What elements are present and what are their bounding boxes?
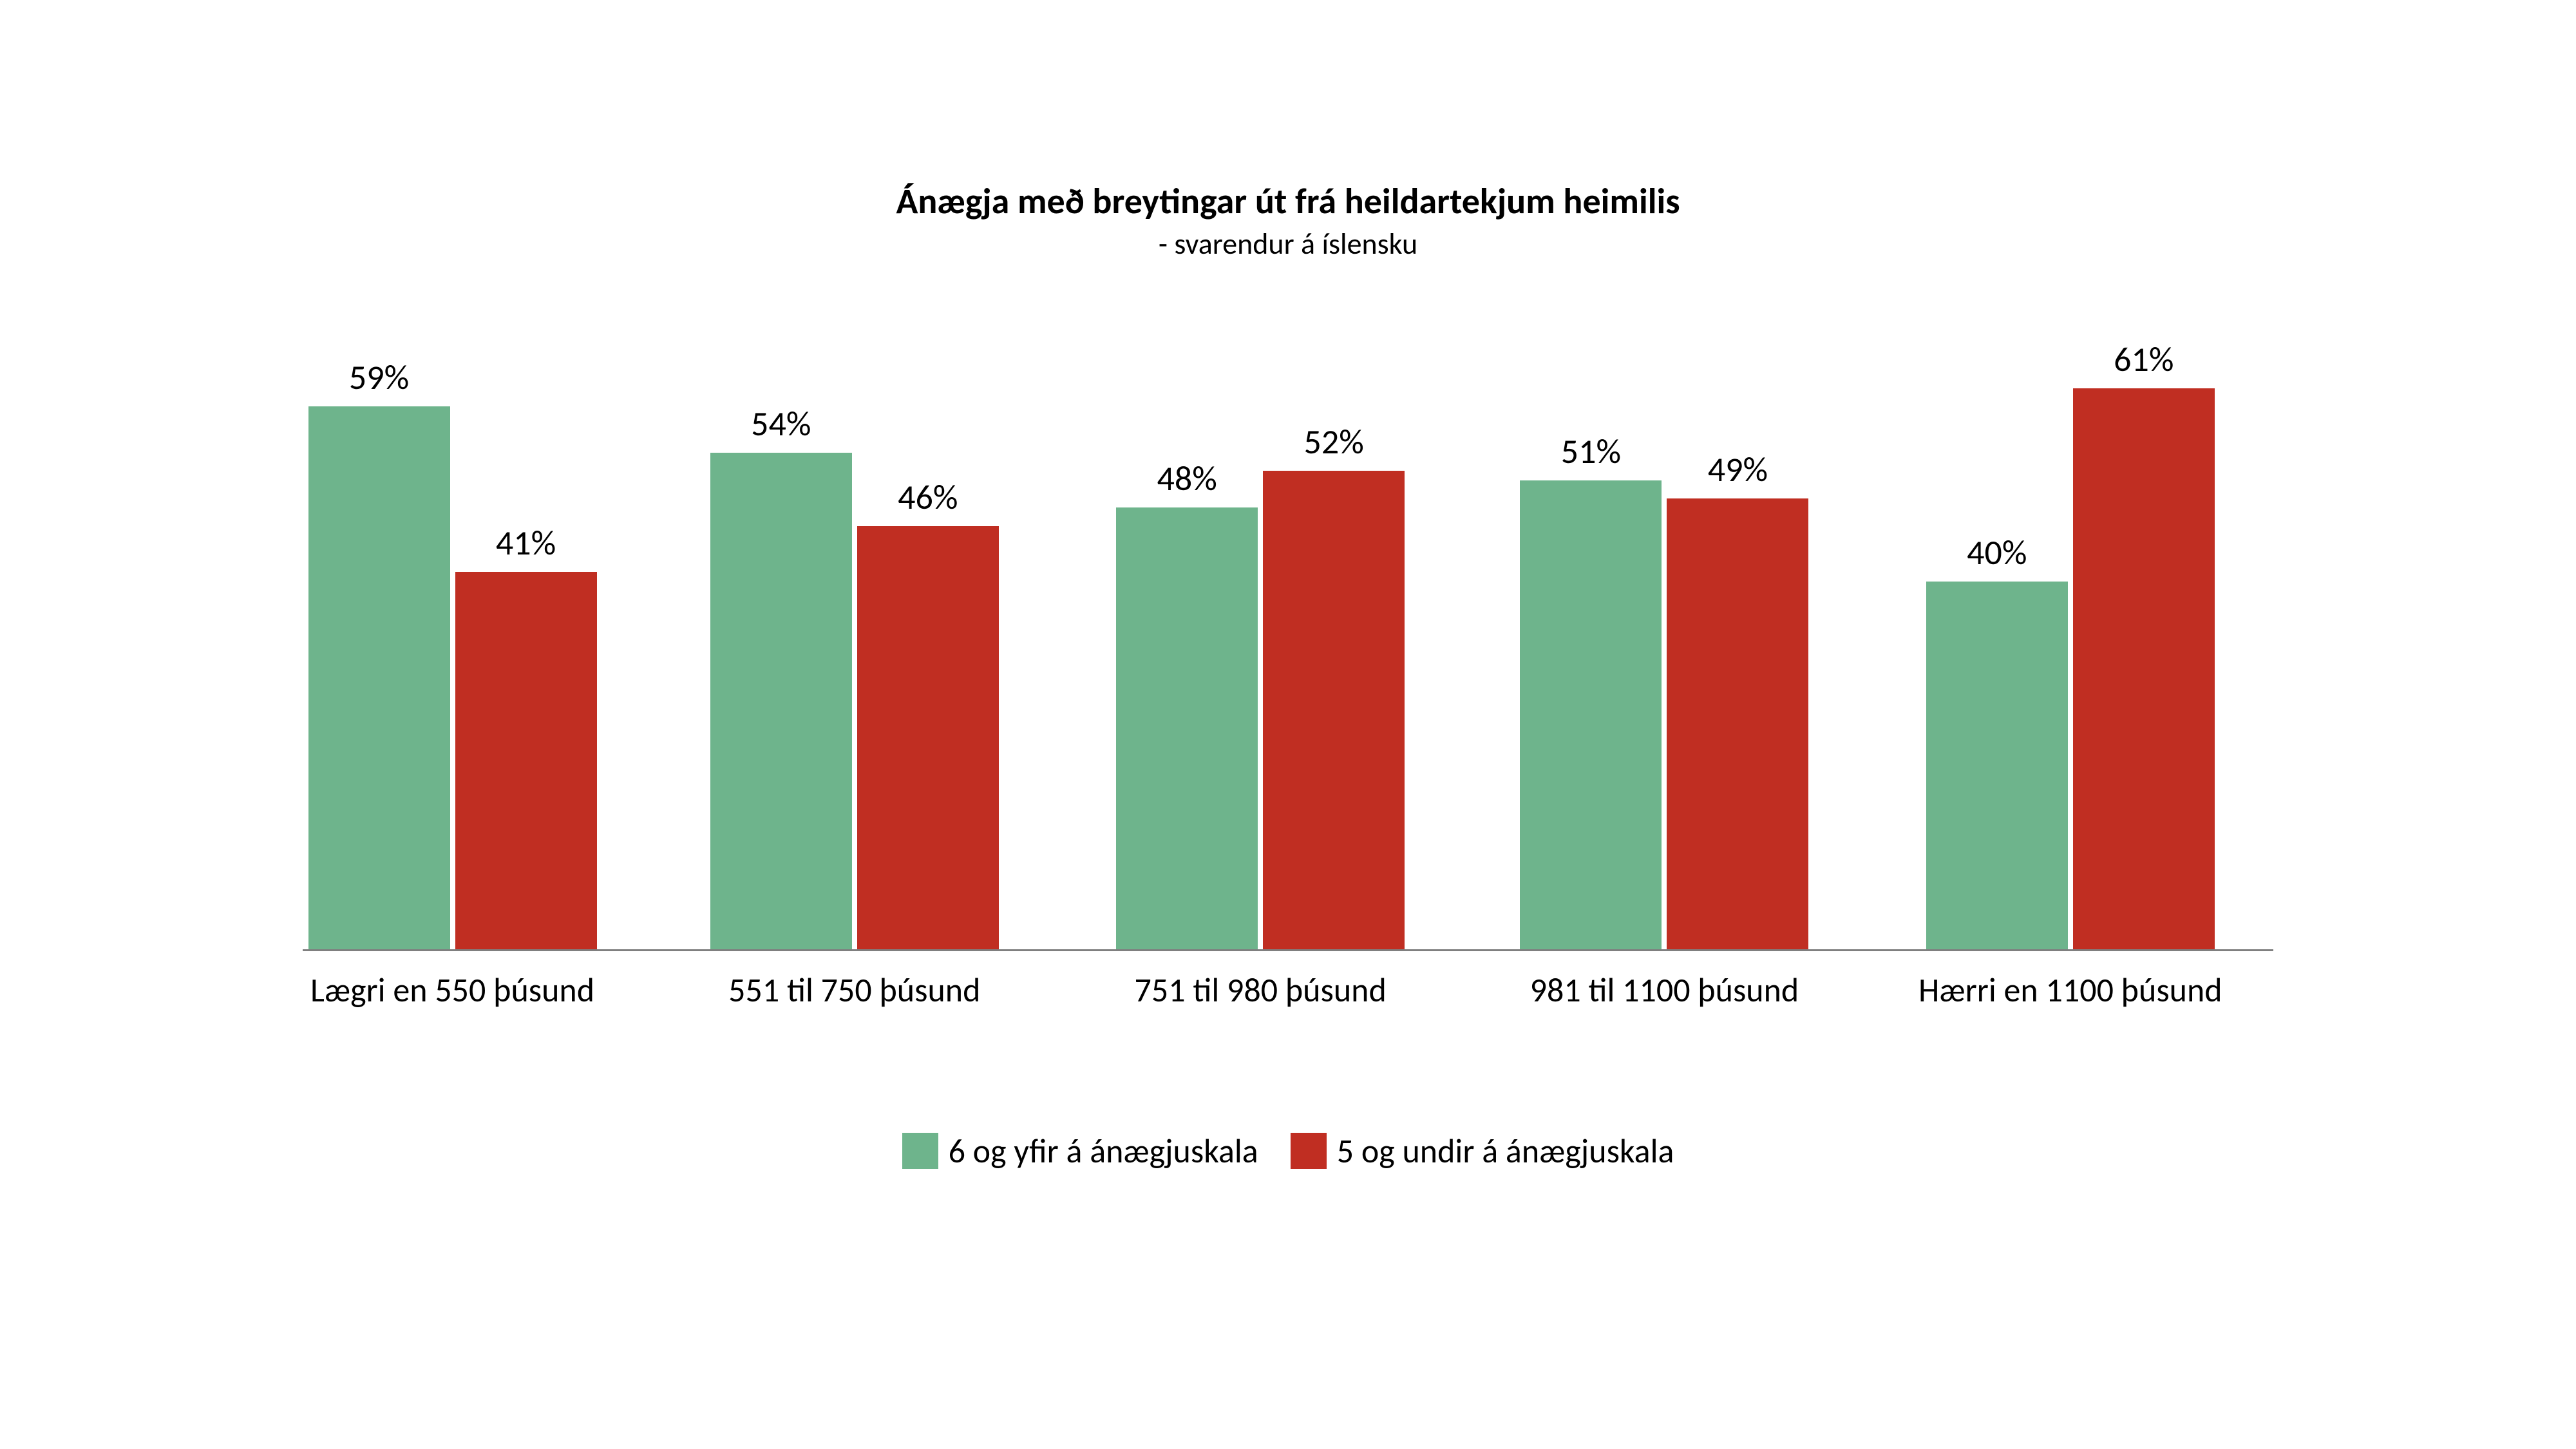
bar: 61% — [2073, 388, 2215, 949]
bar: 54% — [710, 453, 852, 949]
bar-value-label: 59% — [349, 356, 409, 399]
bar-value-label: 51% — [1561, 430, 1621, 473]
bar-value-label: 40% — [1967, 531, 2027, 574]
bar-value-label: 46% — [898, 476, 958, 518]
bar-rect — [1263, 471, 1405, 949]
legend-item: 6 og yfir á ánægjuskala — [902, 1130, 1258, 1171]
bar-rect — [1520, 480, 1662, 950]
legend-swatch — [902, 1133, 938, 1169]
bar-rect — [308, 406, 450, 949]
legend-swatch — [1291, 1133, 1327, 1169]
bar: 40% — [1926, 582, 2068, 949]
legend-label: 5 og undir á ánægjuskala — [1337, 1130, 1674, 1171]
legend-item: 5 og undir á ánægjuskala — [1291, 1130, 1674, 1171]
bar-value-label: 48% — [1157, 457, 1217, 500]
bar: 41% — [455, 572, 597, 949]
bar-value-label: 61% — [2114, 338, 2174, 381]
bar-rect — [857, 526, 999, 949]
legend: 6 og yfir á ánægjuskala 5 og undir á ánæg… — [303, 1130, 2273, 1171]
bar-value-label: 52% — [1303, 421, 1363, 463]
bar: 46% — [857, 526, 999, 949]
bar: 49% — [1667, 498, 1808, 949]
bar-group: 59%41% — [308, 406, 597, 949]
bar-value-label: 49% — [1708, 448, 1768, 491]
bar-rect — [1667, 498, 1808, 949]
bar-rect — [1926, 582, 2068, 949]
bar: 59% — [308, 406, 450, 949]
chart-subtitle: - svarendur á íslensku — [303, 226, 2273, 262]
bar-group: 40%61% — [1926, 388, 2215, 949]
bar-rect — [455, 572, 597, 949]
bar-group: 48%52% — [1116, 471, 1405, 949]
legend-label: 6 og yfir á ánægjuskala — [949, 1130, 1258, 1171]
x-axis-label: 981 til 1100 þúsund — [1530, 969, 1799, 1010]
bar: 52% — [1263, 471, 1405, 949]
x-axis-label: 551 til 750 þúsund — [728, 969, 980, 1010]
bar-value-label: 41% — [496, 522, 556, 564]
chart-title: Ánægja með breytingar út frá heildartekj… — [303, 180, 2273, 223]
x-axis-label: 751 til 980 þúsund — [1135, 969, 1387, 1010]
bar-rect — [1116, 507, 1258, 949]
bar-group: 51%49% — [1520, 480, 1808, 950]
x-axis-label: Lægri en 550 þúsund — [310, 969, 594, 1010]
bar-rect — [2073, 388, 2215, 949]
bar: 48% — [1116, 507, 1258, 949]
x-axis-label: Hærri en 1100 þúsund — [1918, 969, 2222, 1010]
title-block: Ánægja með breytingar út frá heildartekj… — [303, 180, 2273, 262]
chart-container: Ánægja með breytingar út frá heildartekj… — [303, 180, 2273, 1269]
bar-rect — [710, 453, 852, 949]
bar-value-label: 54% — [751, 402, 811, 445]
bar: 51% — [1520, 480, 1662, 950]
bar-group: 54%46% — [710, 453, 999, 949]
plot-area: 59%41%54%46%48%52%51%49%40%61% — [303, 307, 2273, 951]
x-axis-labels: Lægri en 550 þúsund 551 til 750 þúsund 751… — [303, 969, 2273, 1034]
